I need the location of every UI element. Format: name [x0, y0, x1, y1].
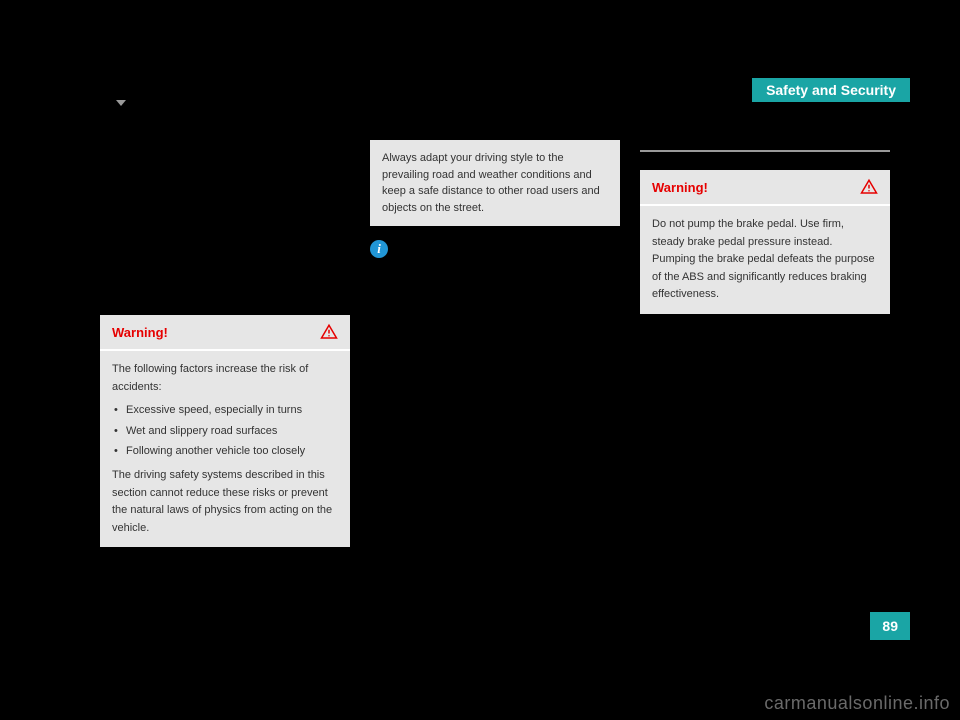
warning-outro: The driving safety systems described in … [112, 467, 338, 537]
warning-box-1: Warning! The following factors increase … [100, 315, 350, 547]
list-item: Wet and slippery road surfaces [112, 423, 338, 441]
warning-triangle-icon [860, 178, 878, 196]
column-3: Warning! Do not pump the brake pedal. Us… [640, 150, 890, 314]
column-2: Always adapt your driving style to the p… [370, 140, 620, 258]
info-icon: i [370, 240, 388, 258]
manual-page: Safety and Security Warning! The followi… [50, 30, 910, 690]
warning-body: Do not pump the brake pedal. Use firm, s… [640, 206, 890, 314]
warning-title: Warning! [652, 180, 708, 195]
warning-triangle-icon [320, 323, 338, 341]
info-icon-row: i [370, 240, 620, 258]
warning-box-2: Warning! Do not pump the brake pedal. Us… [640, 170, 890, 314]
column-1: Warning! The following factors increase … [100, 150, 350, 547]
page-number: 89 [870, 612, 910, 640]
section-header: Safety and Security [752, 78, 910, 102]
warning-header: Warning! [100, 315, 350, 351]
watermark: carmanualsonline.info [764, 693, 950, 714]
info-box: Always adapt your driving style to the p… [370, 140, 620, 226]
list-item: Following another vehicle too closely [112, 443, 338, 461]
warning-header: Warning! [640, 170, 890, 206]
warning-body: The following factors increase the risk … [100, 351, 350, 547]
chevron-down-icon [116, 100, 126, 106]
warning-list: Excessive speed, especially in turns Wet… [112, 402, 338, 461]
section-divider [640, 150, 890, 152]
warning-intro: The following factors increase the risk … [112, 361, 338, 396]
warning-title: Warning! [112, 325, 168, 340]
list-item: Excessive speed, especially in turns [112, 402, 338, 420]
